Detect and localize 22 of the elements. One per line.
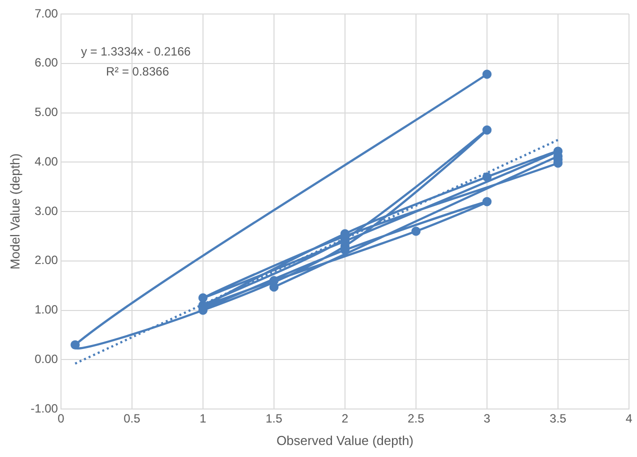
x-tick-label: 0.5	[124, 412, 141, 426]
x-tick-label: 3	[484, 412, 491, 426]
y-tick-label: 0.00	[34, 352, 58, 366]
x-tick-label: 1.5	[266, 412, 283, 426]
x-tick-label: 2.5	[408, 412, 425, 426]
x-tick-label: 3.5	[550, 412, 567, 426]
x-axis-title: Observed Value (depth)	[276, 432, 414, 448]
y-tick-label: 7.00	[34, 6, 58, 20]
y-tick-label: 4.00	[34, 154, 58, 168]
y-tick-label: 1.00	[34, 302, 58, 317]
y-axis-title: Model Value (depth)	[7, 153, 22, 270]
annotation: R² = 0.8366	[106, 64, 170, 78]
x-tick-label: 0	[58, 412, 65, 426]
y-tick-label: -1.00	[30, 401, 58, 416]
x-tick-label: 4	[626, 412, 633, 426]
x-tick-label: 2	[342, 412, 349, 426]
y-tick-label: 3.00	[34, 204, 58, 218]
y-tick-label: 5.00	[34, 105, 58, 120]
y-tick-label: 2.00	[34, 253, 58, 268]
x-tick-label: 1	[200, 412, 207, 426]
annotation: y = 1.3334x - 0.2166	[80, 44, 192, 58]
y-tick-label: 6.00	[34, 56, 58, 70]
